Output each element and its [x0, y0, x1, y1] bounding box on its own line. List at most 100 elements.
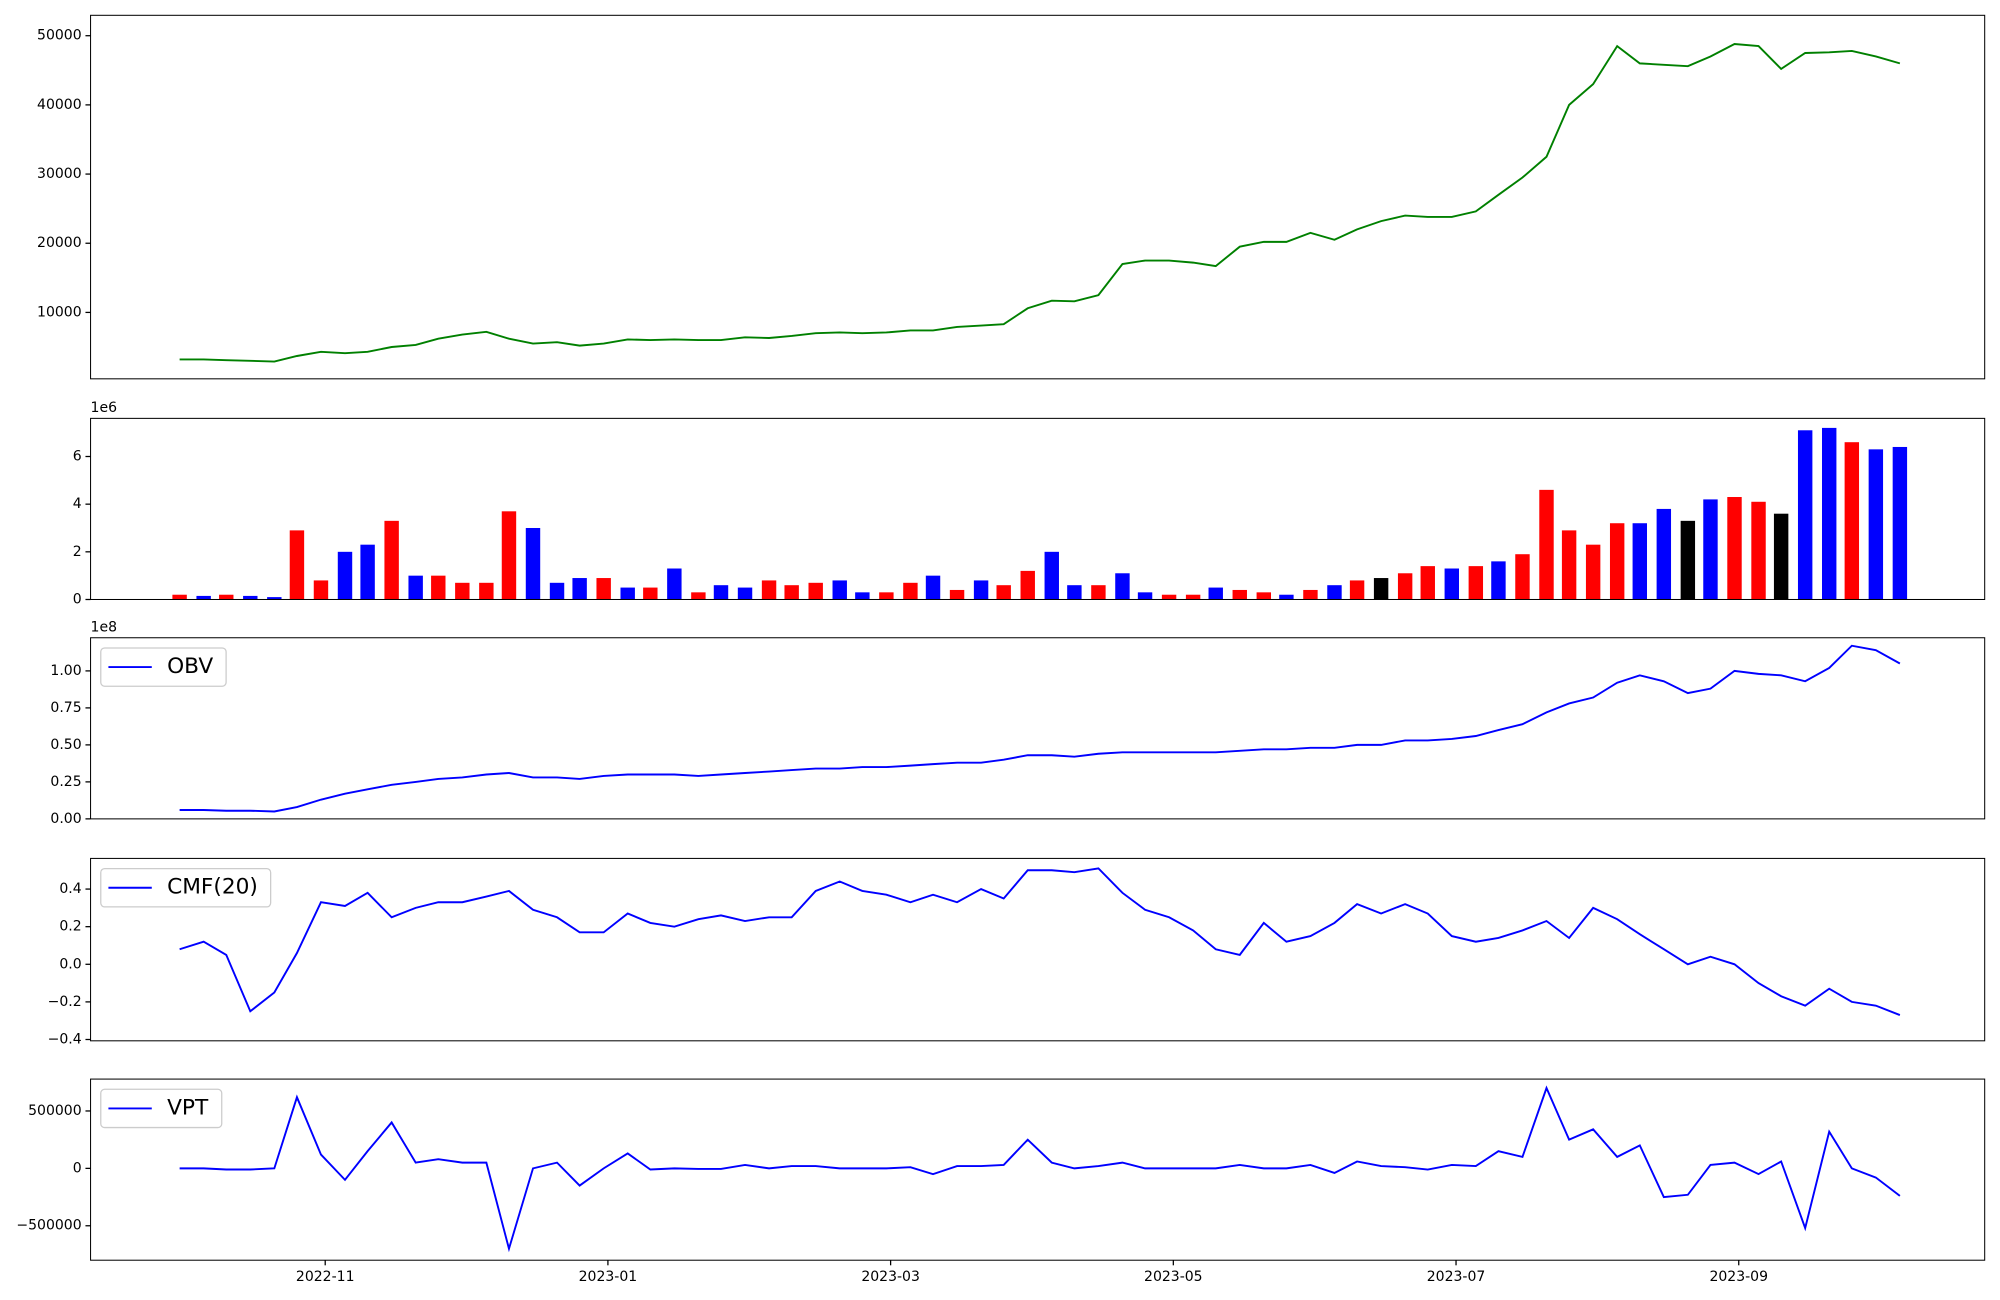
y-tick-label: 0	[73, 1160, 82, 1176]
bar	[313, 580, 329, 600]
y-tick-label: 500000	[28, 1103, 82, 1119]
series-line	[179, 867, 1901, 1016]
y-tick-label: 0.00	[50, 811, 81, 827]
bar	[1279, 594, 1294, 600]
bar	[1821, 427, 1837, 600]
y-tick-label: 30000	[37, 166, 82, 182]
legend: CMF(20)	[100, 867, 272, 908]
panel: −500000 0 500000 2022-11 2023-01 2023-03 2023-…	[16, 1078, 1986, 1285]
bar	[596, 578, 611, 600]
bar	[784, 585, 799, 600]
bar	[501, 511, 517, 600]
bar	[1632, 523, 1648, 600]
y-tick-label: 10000	[37, 304, 82, 320]
x-tick-label: 2023-05	[1144, 1269, 1203, 1285]
legend: OBV	[100, 647, 227, 687]
x-tick-label: 2023-09	[1709, 1269, 1768, 1285]
axes-frame	[90, 1078, 1986, 1261]
y-tick-label: 0	[73, 591, 82, 607]
bar	[219, 594, 234, 600]
panel: 0 2 4 6 1e6	[73, 400, 1986, 607]
bar	[172, 594, 187, 600]
axis-offset: 1e6	[91, 400, 118, 416]
bar	[1091, 585, 1106, 600]
series-line	[179, 644, 1901, 813]
y-tick-label: 1.00	[50, 663, 81, 679]
bar	[1656, 508, 1672, 600]
bar	[1044, 551, 1059, 600]
legend-label: CMF(20)	[167, 875, 258, 900]
bar	[1797, 430, 1813, 600]
bar	[1561, 530, 1577, 600]
axes-frame	[90, 637, 1986, 820]
bar	[903, 582, 918, 600]
y-tick-label: −0.4	[48, 1032, 82, 1048]
bar	[360, 544, 375, 600]
bar	[925, 575, 941, 600]
panel: −0.4 −0.2 0.0 0.2 0.4 CMF(20)	[48, 857, 1986, 1048]
bar	[643, 587, 658, 600]
bar	[620, 587, 635, 600]
y-tick-label: 40000	[37, 97, 82, 113]
bar	[1020, 570, 1035, 600]
bar	[1727, 497, 1742, 600]
panel: 10000 20000 30000 40000 50000	[37, 14, 1986, 380]
axes-frame	[90, 857, 1986, 1042]
bar	[667, 568, 682, 600]
bar	[384, 520, 399, 600]
bar	[1067, 585, 1082, 600]
bar	[832, 580, 847, 600]
bar	[691, 592, 706, 600]
bar	[1773, 513, 1789, 600]
bar	[996, 585, 1011, 600]
bar	[1232, 589, 1247, 600]
bar	[1420, 566, 1435, 600]
bar	[243, 595, 258, 600]
bar	[267, 597, 282, 600]
bar	[337, 551, 353, 600]
bar	[1327, 585, 1342, 600]
x-tick-label: 2023-01	[579, 1269, 638, 1285]
series-line	[179, 43, 1901, 363]
bar	[737, 587, 753, 600]
bar	[1491, 561, 1506, 600]
plot-area	[90, 637, 1985, 819]
bar	[1115, 573, 1130, 600]
bar	[1585, 544, 1601, 600]
legend-label: OBV	[167, 654, 213, 679]
bar	[1539, 489, 1554, 600]
bar	[1185, 594, 1201, 600]
bar	[408, 575, 423, 600]
y-tick-label: −0.2	[48, 994, 82, 1010]
y-tick-label: 2	[73, 544, 82, 560]
bar	[1468, 566, 1484, 600]
bar	[1680, 520, 1696, 600]
x-tick-label: 2023-07	[1427, 1269, 1486, 1285]
legend-box	[100, 647, 227, 687]
y-tick-label: 0.75	[50, 700, 81, 716]
bar	[949, 589, 965, 600]
plot-area	[90, 858, 1985, 1041]
bar	[1868, 449, 1884, 600]
series-line	[179, 1085, 1901, 1253]
y-tick-label: 6	[73, 448, 82, 464]
bar	[1373, 578, 1389, 600]
plot-area	[90, 15, 1985, 379]
bar	[973, 580, 989, 600]
bar	[855, 592, 870, 600]
x-tick-label: 2023-03	[861, 1269, 920, 1285]
bar	[1397, 573, 1413, 600]
bar	[549, 582, 565, 600]
bar	[761, 580, 777, 600]
bar	[289, 530, 305, 600]
bar	[455, 582, 470, 600]
y-tick-label: 0.2	[59, 919, 81, 935]
y-tick-label: 20000	[37, 235, 82, 251]
plot-area	[90, 1079, 1985, 1261]
bar	[1137, 592, 1153, 600]
bar	[1892, 446, 1908, 600]
bar	[808, 582, 823, 600]
bar	[1256, 592, 1272, 600]
